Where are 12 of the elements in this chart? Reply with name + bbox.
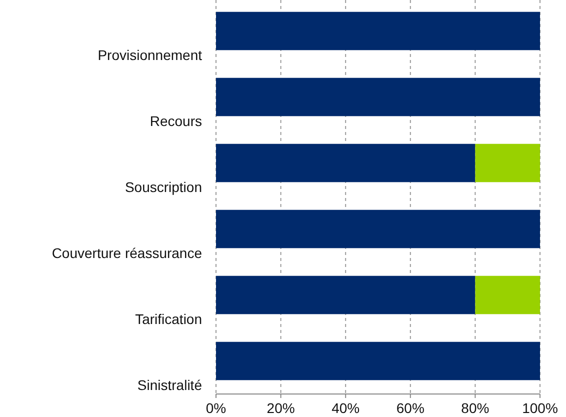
y-tick-label: Recours bbox=[150, 113, 202, 130]
x-tick-label: 0% bbox=[206, 400, 226, 416]
x-tick-label: 20% bbox=[266, 400, 295, 416]
x-tick-label: 40% bbox=[332, 400, 360, 416]
x-tick-label: 60% bbox=[396, 400, 424, 416]
x-tick-label: 80% bbox=[461, 400, 490, 416]
y-tick-label: Sinistralité bbox=[137, 377, 202, 394]
y-tick-label: Provisionnement bbox=[98, 47, 202, 64]
y-tick-label: Couverture réassurance bbox=[52, 245, 202, 262]
x-tick-label: 100% bbox=[522, 400, 558, 416]
y-tick-label: Souscription bbox=[124, 179, 202, 196]
y-tick-label: Tarification bbox=[135, 311, 202, 328]
